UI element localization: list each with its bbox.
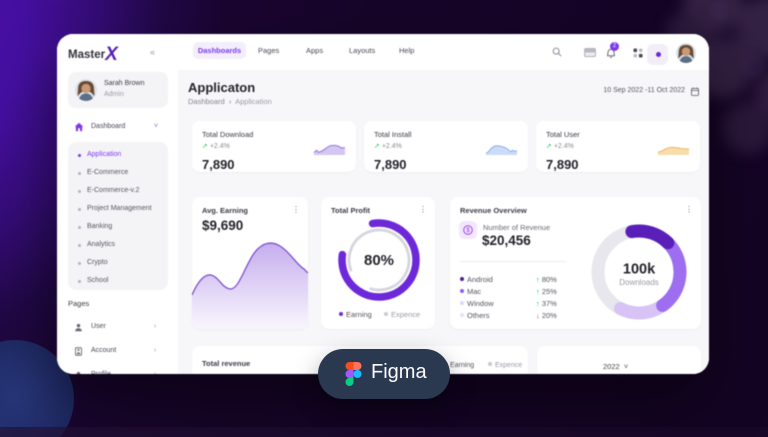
svg-text:$: $ [466,228,470,234]
svg-text:Downloads: Downloads [619,278,659,287]
svg-text:80%: 80% [364,252,394,269]
svg-text:100k: 100k [623,262,656,278]
